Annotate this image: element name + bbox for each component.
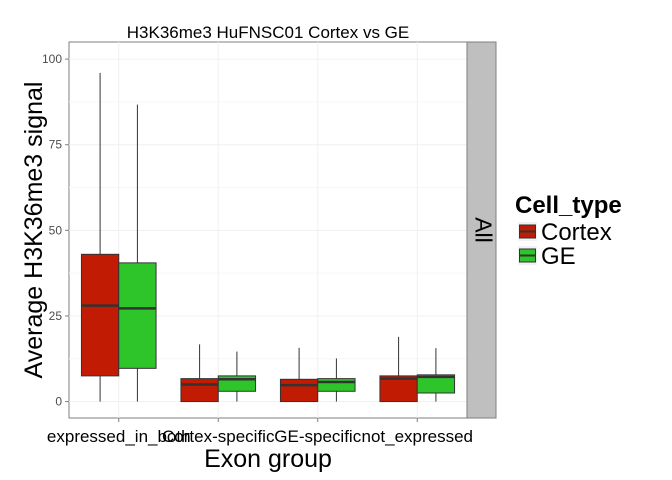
y-tick-label: 50 (49, 223, 63, 237)
facet-strip (466, 41, 497, 419)
box-body (416, 374, 456, 394)
y-tick-label: 100 (42, 52, 62, 66)
box-body (379, 375, 418, 403)
box-body (279, 378, 319, 403)
box-ge-1 (217, 351, 257, 402)
legend-title: Cell_type (515, 192, 622, 219)
x-axis-title: Exon group (204, 445, 332, 473)
box-body (180, 378, 219, 403)
y-tick-label: 25 (49, 309, 63, 323)
box-cortex-1 (180, 344, 219, 403)
legend-label: GE (541, 243, 576, 270)
box-ge-3 (416, 348, 456, 402)
box-layer (80, 72, 456, 403)
y-axis: 0 25 50 75 100 (42, 52, 69, 409)
box-body (80, 253, 120, 377)
y-axis-title: Average H3K36me3 signal (20, 82, 48, 379)
box-cortex-3 (379, 336, 418, 403)
x-tick-label: GE-specific (274, 427, 361, 446)
x-tick-label: expressed_in_both (47, 427, 191, 446)
legend-item-cortex: Cortex (518, 219, 612, 246)
box-ge-0 (118, 104, 157, 402)
facet-label: All (470, 217, 496, 243)
y-tick-label: 0 (55, 395, 62, 409)
y-tick-label: 75 (49, 138, 63, 152)
box-body (118, 262, 157, 369)
x-tick-label: Cortex-specific (162, 427, 275, 446)
chart-title: H3K36me3 HuFNSC01 Cortex vs GE (127, 23, 410, 42)
box-cortex-2 (279, 347, 319, 403)
legend-item-ge: GE (518, 243, 576, 270)
legend-label: Cortex (541, 219, 612, 246)
box-ge-2 (317, 358, 356, 402)
box-body (317, 378, 356, 392)
x-tick-label: not_expressed (361, 427, 473, 446)
